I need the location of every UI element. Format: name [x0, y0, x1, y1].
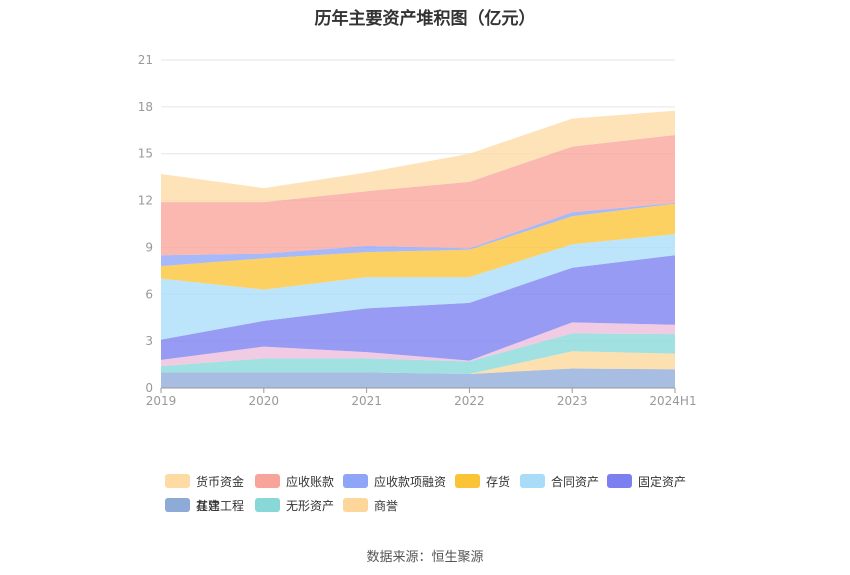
legend-item[interactable]: 货币资金	[165, 472, 244, 490]
area-series-货币资金	[161, 110, 675, 203]
area-series-固定资产	[161, 255, 675, 361]
stacked-area-chart: 0 3 6 9 12 15 18 21 2019 2020 2021 2022 2023 2024H1	[138, 53, 697, 408]
legend-label: 商誉	[374, 498, 399, 513]
y-tick-label: 3	[145, 334, 153, 348]
x-tick-label: 2021	[351, 394, 382, 408]
data-source-note: 数据来源：恒生聚源	[366, 550, 484, 565]
y-tick-label: 0	[145, 381, 153, 395]
y-tick-label: 15	[138, 147, 153, 161]
y-tick-label: 9	[145, 240, 153, 254]
legend-swatch	[255, 498, 280, 512]
area-series	[161, 110, 675, 388]
legend-swatch	[520, 474, 545, 488]
x-tick-label: 2024H1	[649, 394, 696, 408]
legend-item[interactable]: 应收账款	[255, 472, 334, 490]
legend-label: 固定资产	[638, 474, 687, 489]
legend-item[interactable]: 无形资产	[255, 496, 334, 514]
legend-item[interactable]: 应收款项融资	[343, 472, 446, 490]
area-series-其它	[161, 368, 675, 388]
y-tick-label: 18	[138, 100, 153, 114]
y-tick-label: 6	[145, 287, 153, 301]
legend-item[interactable]: 合同资产	[520, 472, 599, 490]
area-series-在建工程	[161, 322, 675, 367]
x-tick-label: 2019	[146, 394, 177, 408]
legend-swatch	[165, 498, 190, 512]
legend-swatch	[343, 474, 368, 488]
legend-label: 在建工程	[196, 498, 245, 513]
x-tick-label: 2020	[249, 394, 280, 408]
legend-item[interactable]: 固定资产	[607, 472, 686, 490]
legend-label: 货币资金	[196, 474, 245, 489]
x-tick-label: 2023	[557, 394, 588, 408]
legend-label: 应收账款	[286, 474, 335, 489]
chart-title: 历年主要资产堆积图（亿元）	[314, 9, 536, 29]
y-tick-label: 21	[138, 53, 153, 67]
legend-label: 合同资产	[551, 474, 600, 489]
legend-item[interactable]: 存货	[455, 472, 510, 490]
legend-item[interactable]: 商誉	[343, 496, 398, 514]
legend-label: 存货	[486, 474, 511, 489]
legend-item[interactable]: 其它	[165, 496, 220, 514]
legend-label: 应收款项融资	[374, 474, 447, 489]
legend-swatch	[165, 474, 190, 488]
x-tick-label: 2022	[454, 394, 485, 408]
area-series-无形资产	[161, 333, 675, 374]
area-series-商誉	[161, 351, 675, 374]
legend-swatch	[455, 474, 480, 488]
legend-swatch	[607, 474, 632, 488]
legend-label: 其它	[196, 498, 221, 513]
legend-swatch	[255, 474, 280, 488]
area-series-存货	[161, 203, 675, 290]
legend-label: 无形资产	[286, 498, 335, 513]
area-series-应收账款	[161, 134, 675, 256]
area-series-应收款项融资	[161, 202, 675, 267]
legend-swatch	[343, 498, 368, 512]
area-series-合同资产	[161, 234, 675, 340]
y-tick-label: 12	[138, 194, 153, 208]
axes: 0 3 6 9 12 15 18 21 2019 2020 2021 2022 2023 2024H1	[138, 53, 697, 408]
